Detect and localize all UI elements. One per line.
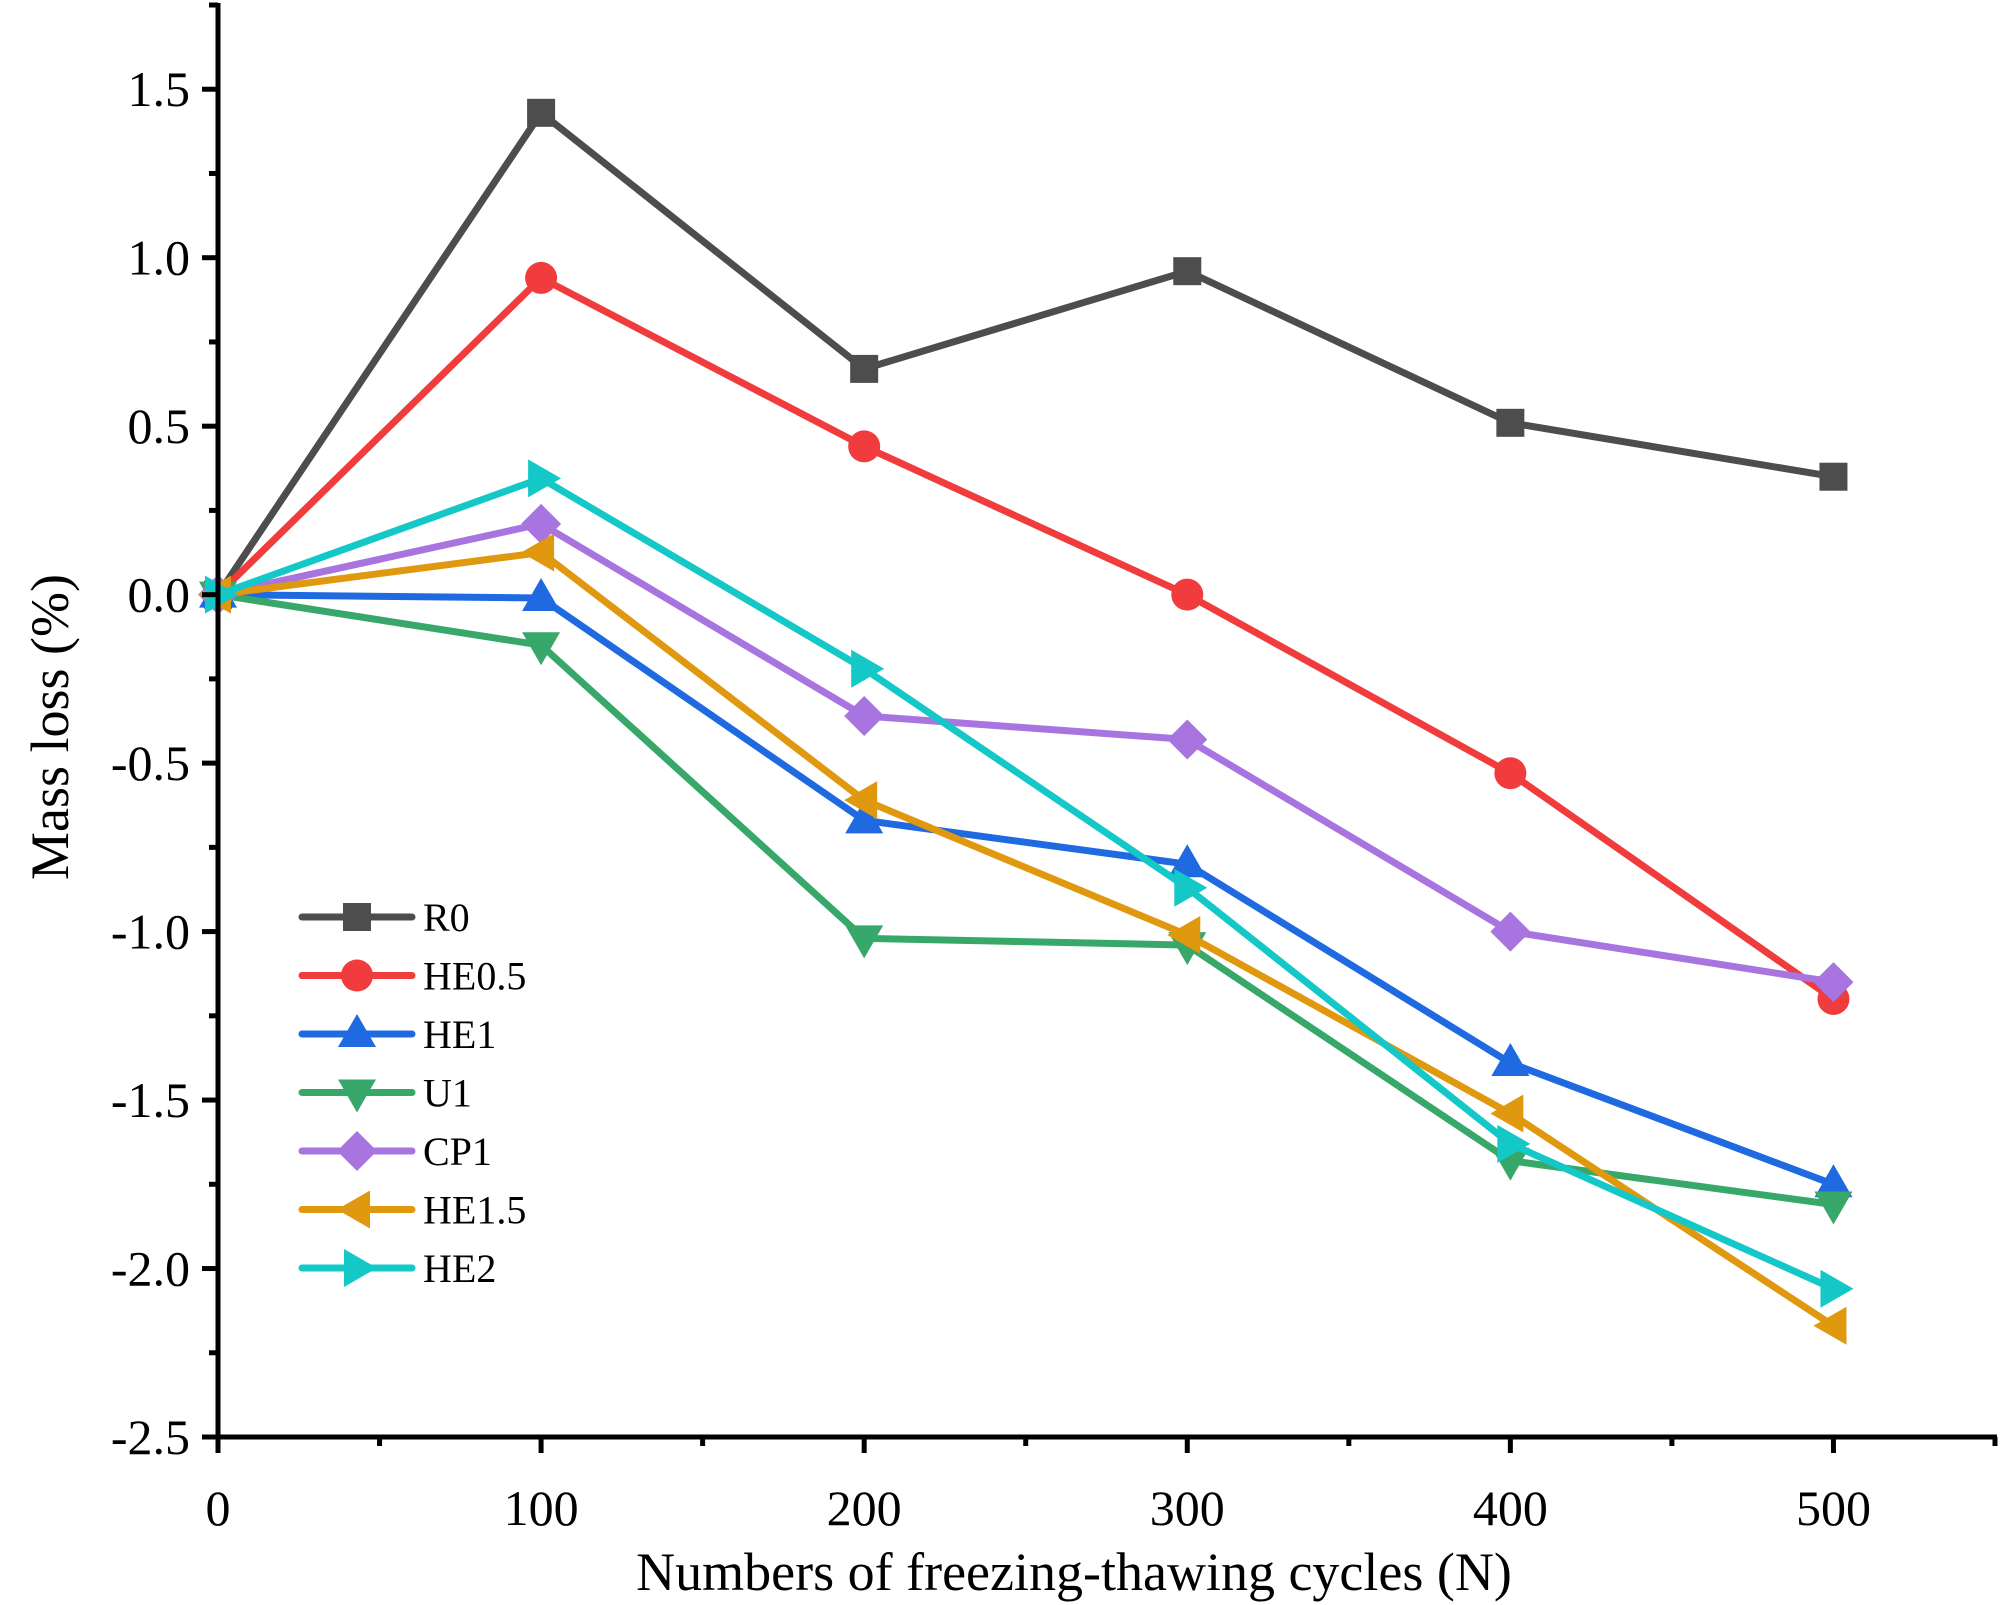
data-point-marker xyxy=(1814,1191,1853,1225)
legend-marker xyxy=(338,1014,376,1047)
x-tick-label: 300 xyxy=(1150,1480,1225,1536)
legend-marker xyxy=(341,959,373,992)
data-point-marker xyxy=(1496,408,1525,437)
legend-item: HE1 xyxy=(298,1012,496,1057)
data-point-marker xyxy=(205,575,238,614)
data-point-marker xyxy=(1819,462,1848,491)
legend-marker xyxy=(337,1190,370,1229)
data-point-marker xyxy=(1490,911,1531,952)
y-tick-label: -2.0 xyxy=(111,1241,190,1297)
series-line xyxy=(217,549,1836,1329)
legend-item: R0 xyxy=(298,895,470,940)
legend-item: HE0.5 xyxy=(298,954,526,999)
data-point-marker xyxy=(848,430,881,463)
legend-label: HE2 xyxy=(423,1246,496,1291)
series-line xyxy=(217,520,1834,986)
data-point-marker xyxy=(1494,757,1527,790)
legend-marker xyxy=(337,1131,377,1171)
series-r0 xyxy=(204,98,1848,609)
data-point-marker xyxy=(1167,915,1201,954)
legend-label: R0 xyxy=(423,895,470,940)
series-he2 xyxy=(205,459,1854,1308)
data-point-marker xyxy=(1491,1042,1530,1076)
data-point-marker xyxy=(1813,1306,1847,1345)
y-ticks: -2.5 -2.0 -1.5 -1.0 -0.5 0.0 0.5 1.0 1.5 xyxy=(111,2,218,1465)
data-point-marker xyxy=(844,781,878,820)
legend-label: HE1.5 xyxy=(423,1188,526,1233)
data-point-marker xyxy=(1168,844,1207,878)
data-point-marker xyxy=(528,459,562,498)
legend-marker xyxy=(344,1249,377,1287)
legend-item: HE1.5 xyxy=(298,1188,526,1233)
x-tick-label: 0 xyxy=(206,1480,231,1536)
legend-marker xyxy=(343,903,371,931)
legend-label: HE1 xyxy=(423,1012,496,1057)
data-point-marker xyxy=(1167,719,1208,760)
data-point-marker xyxy=(851,649,885,688)
data-point-marker xyxy=(522,632,561,666)
data-point-marker xyxy=(521,503,562,544)
y-tick-label: 0.5 xyxy=(128,398,191,454)
y-tick-label: -0.5 xyxy=(111,735,190,791)
data-point-marker xyxy=(1173,257,1202,286)
y-tick-label: -2.5 xyxy=(111,1409,190,1465)
legend-item: CP1 xyxy=(298,1129,492,1174)
legend: R0 HE0.5 HE1 U1 CP1 HE1.5 HE2 xyxy=(298,895,526,1291)
data-point-marker xyxy=(1171,578,1204,611)
data-point-marker xyxy=(1174,868,1208,907)
legend-item: U1 xyxy=(298,1071,472,1116)
x-tick-label: 500 xyxy=(1796,1480,1871,1536)
data-point-marker xyxy=(522,578,561,612)
y-tick-label: 1.0 xyxy=(128,230,191,286)
y-axis-title: Mass loss (%) xyxy=(20,574,80,880)
series-line xyxy=(215,109,1835,597)
series-line xyxy=(216,474,1835,1292)
x-tick-label: 200 xyxy=(827,1480,902,1536)
legend-label: U1 xyxy=(423,1071,472,1116)
data-point-marker xyxy=(850,354,879,383)
data-point-marker xyxy=(844,695,885,736)
series-he1 xyxy=(199,574,1853,1198)
data-point-marker xyxy=(1814,1164,1853,1198)
data-point-marker xyxy=(525,261,558,294)
x-axis-title: Numbers of freezing-thawing cycles (N) xyxy=(636,1542,1512,1602)
x-tick-label: 100 xyxy=(504,1480,579,1536)
y-tick-label: -1.0 xyxy=(111,904,190,960)
y-tick-label: 1.5 xyxy=(128,61,191,117)
data-point-marker xyxy=(1490,1094,1524,1133)
data-point-marker xyxy=(1497,1124,1531,1163)
legend-item: HE2 xyxy=(298,1246,496,1291)
data-point-marker xyxy=(521,533,555,572)
y-tick-label: 0.0 xyxy=(128,567,191,623)
legend-marker xyxy=(338,1079,376,1113)
legend-label: CP1 xyxy=(423,1129,492,1174)
x-tick-label: 400 xyxy=(1473,1480,1548,1536)
series-line xyxy=(215,274,1836,1002)
data-point-marker xyxy=(1820,1269,1854,1308)
series-line xyxy=(217,591,1835,1188)
axes: 0 100 200 300 400 500 -2.5 -2.0 -1.5 -1.0 -0.5 0.0… xyxy=(111,2,1998,1536)
y-tick-label: -1.5 xyxy=(111,1072,190,1128)
x-ticks: 0 100 200 300 400 500 xyxy=(206,1437,1998,1536)
data-point-marker xyxy=(845,925,884,959)
legend-label: HE0.5 xyxy=(423,954,526,999)
data-point-marker xyxy=(845,800,884,834)
data-point-marker xyxy=(1813,962,1854,1003)
series-layer xyxy=(198,98,1854,1345)
data-point-marker xyxy=(527,98,556,127)
